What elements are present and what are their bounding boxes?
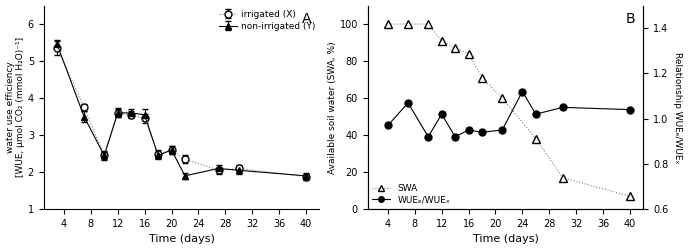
Line: WUEₑ/WUEₓ: WUEₑ/WUEₓ (385, 88, 634, 140)
Text: A: A (302, 12, 311, 26)
X-axis label: Time (days): Time (days) (149, 234, 215, 244)
WUEₑ/WUEₓ (626, 108, 634, 111)
WUEₑ/WUEₓ (424, 135, 432, 138)
Legend: SWA, WUEₑ/WUEₓ: SWA, WUEₑ/WUEₓ (372, 184, 450, 205)
SWA (404, 22, 412, 26)
SWA (478, 76, 486, 79)
Legend: irrigated (X), non-irrigated (Y): irrigated (X), non-irrigated (Y) (219, 10, 315, 31)
WUEₑ/WUEₓ (404, 101, 412, 104)
SWA (498, 96, 506, 100)
WUEₑ/WUEₓ (384, 124, 392, 127)
WUEₑ/WUEₓ (451, 135, 460, 138)
WUEₑ/WUEₓ (498, 128, 506, 132)
WUEₑ/WUEₓ (532, 113, 540, 116)
WUEₑ/WUEₓ (464, 128, 473, 132)
SWA (438, 39, 446, 42)
SWA (626, 195, 634, 198)
Y-axis label: Available soil water (SWA, %): Available soil water (SWA, %) (327, 41, 337, 174)
Y-axis label: water use efficiency
[WUE, μmol CO₂ (mmol H₂O)⁻¹]: water use efficiency [WUE, μmol CO₂ (mmo… (6, 37, 25, 178)
WUEₑ/WUEₓ (518, 90, 526, 93)
SWA (451, 47, 460, 50)
X-axis label: Time (days): Time (days) (473, 234, 539, 244)
Text: B: B (625, 12, 635, 26)
SWA (424, 22, 432, 26)
SWA (464, 52, 473, 55)
WUEₑ/WUEₓ (559, 106, 567, 109)
Y-axis label: Relationship WUEₑ/WUEₓ: Relationship WUEₑ/WUEₓ (674, 52, 682, 163)
SWA (559, 176, 567, 179)
SWA (532, 137, 540, 140)
WUEₑ/WUEₓ (438, 113, 446, 116)
SWA (384, 22, 392, 26)
Line: SWA: SWA (384, 20, 634, 201)
WUEₑ/WUEₓ (478, 131, 486, 134)
